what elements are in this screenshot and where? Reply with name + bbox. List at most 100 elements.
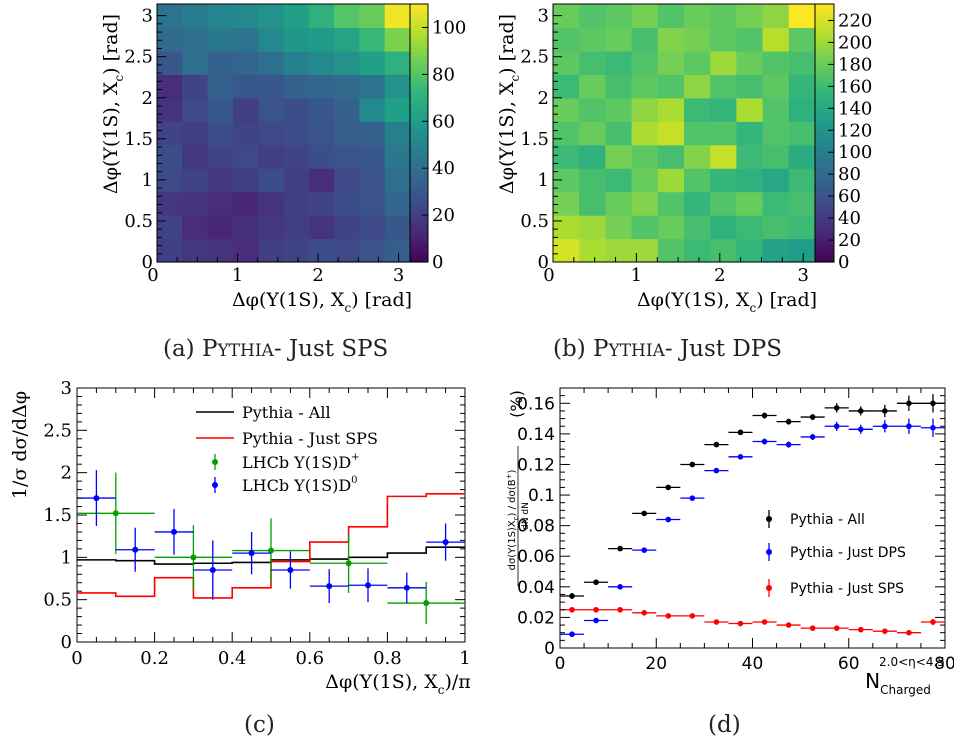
heatmap-cell xyxy=(258,50,285,75)
heatmap-cell xyxy=(579,168,606,193)
panel-d: 0 20 40 60 80 0 0.02 0.04 0.06 0.08 0.1 0.12 0.14 0.1… xyxy=(505,387,954,697)
colorbar-segment xyxy=(815,21,834,27)
heatmap-cell xyxy=(182,168,209,193)
heatmap-cell xyxy=(308,121,335,146)
point-dzero xyxy=(403,584,410,591)
y-tick-label: 0 xyxy=(142,252,153,273)
heatmap-cell xyxy=(283,238,310,263)
heatmap-cell xyxy=(308,74,335,99)
colorbar-segment xyxy=(815,90,834,95)
x-tick-label: 0.4 xyxy=(218,648,247,669)
heatmap-cell xyxy=(157,215,183,240)
point-dzero xyxy=(442,539,449,546)
heatmap-cell xyxy=(182,144,209,169)
x-axis-title-superscript: 2.0<η<4.5 xyxy=(879,655,945,669)
colorbar-segment xyxy=(410,72,428,78)
y-tick-label: 0.08 xyxy=(517,517,555,537)
heatmap-cell xyxy=(762,4,790,29)
x-tick-label: 60 xyxy=(838,654,860,674)
y-tick-label: 0.12 xyxy=(517,455,555,475)
colorbar-tick-label: 200 xyxy=(838,32,872,53)
x-tick-label: 80 xyxy=(934,654,954,674)
heatmap-cell xyxy=(579,4,606,29)
colorbar-segment xyxy=(410,176,428,181)
colorbar-segment xyxy=(410,34,428,39)
heatmap-cell xyxy=(283,74,310,99)
heatmap-cell xyxy=(283,27,310,52)
x-tick-label: 0.2 xyxy=(140,648,169,669)
colorbar-segment xyxy=(815,111,834,117)
heatmap-cell xyxy=(334,97,360,122)
colorbar-segment xyxy=(410,257,428,263)
x-tick-label: 0 xyxy=(555,654,566,674)
heatmap-cell xyxy=(710,121,737,146)
heatmap-cell xyxy=(157,74,183,99)
heatmap-cell xyxy=(631,97,659,122)
heatmap-cell xyxy=(553,121,580,146)
colorbar-segment xyxy=(815,133,834,138)
heatmap-cell xyxy=(207,215,234,240)
colorbar-segment xyxy=(410,124,428,130)
heatmap-cell xyxy=(384,121,411,146)
colorbar-segment xyxy=(815,55,834,61)
heatmap-cell xyxy=(657,74,685,99)
heatmap-cell xyxy=(207,50,234,75)
heatmap-cell xyxy=(710,144,737,169)
colorbar-segment xyxy=(410,59,428,65)
colorbar-segment xyxy=(815,201,834,207)
colorbar-segment xyxy=(815,193,834,199)
heatmap-cell xyxy=(334,191,360,216)
heatmap-cell xyxy=(684,191,711,216)
heatmap-cell xyxy=(308,97,335,122)
point-dplus xyxy=(112,510,119,517)
heatmap-cell xyxy=(384,27,411,52)
heatmap-cell xyxy=(710,215,737,240)
heatmap-cell xyxy=(232,215,259,240)
colorbar-segment xyxy=(410,193,428,199)
colorbar-segment xyxy=(815,107,834,113)
heatmap-cell xyxy=(258,144,285,169)
point-dzero xyxy=(287,567,294,574)
legend-label: LHCb Y(1S)D+ xyxy=(242,452,360,472)
heatmap-cell xyxy=(631,27,659,52)
y-tick-label: 0.06 xyxy=(517,547,555,567)
heatmap-cell xyxy=(384,215,411,240)
heatmap-cell xyxy=(334,121,360,146)
heatmap-cell xyxy=(762,74,790,99)
heatmap-cell xyxy=(207,121,234,146)
colorbar-segment xyxy=(410,107,428,113)
colorbar-segment xyxy=(815,47,834,52)
point-dzero xyxy=(248,550,255,557)
heatmap-cell xyxy=(710,27,737,52)
heatmap-cell xyxy=(710,74,737,99)
y-tick-label: 1 xyxy=(61,547,72,568)
heatmap-cell xyxy=(384,144,411,169)
heatmap-cell xyxy=(359,238,386,263)
colorbar-tick-label: 180 xyxy=(838,54,872,75)
colorbar-tick-label: 80 xyxy=(838,164,861,185)
colorbar-segment xyxy=(410,171,428,177)
x-tick-label: 1 xyxy=(232,265,243,286)
heatmap-cell xyxy=(631,4,659,29)
y-tick-label: 2.5 xyxy=(124,47,153,68)
colorbar-segment xyxy=(410,42,428,48)
heatmap-cell xyxy=(283,50,310,75)
heatmap-cell xyxy=(334,215,360,240)
colorbar-segment xyxy=(815,240,834,246)
point-pythia---just-dps xyxy=(785,441,792,448)
heatmap-cell xyxy=(736,215,764,240)
x-tick-label: 0.8 xyxy=(373,648,402,669)
point-pythia---all xyxy=(713,441,720,448)
heatmap-cell xyxy=(157,191,183,216)
point-dzero xyxy=(209,567,216,574)
colorbar-segment xyxy=(410,21,428,27)
colorbar-segment xyxy=(815,115,834,121)
y-tick-label: 1 xyxy=(538,170,549,191)
y-tick-label: 0.14 xyxy=(517,425,555,445)
heatmap-cell xyxy=(788,4,816,29)
heatmap-cell xyxy=(762,144,790,169)
heatmap-cell xyxy=(334,50,360,75)
colorbar-segment xyxy=(410,158,428,164)
heatmap-cell xyxy=(182,121,209,146)
heatmap-cell xyxy=(384,168,411,193)
